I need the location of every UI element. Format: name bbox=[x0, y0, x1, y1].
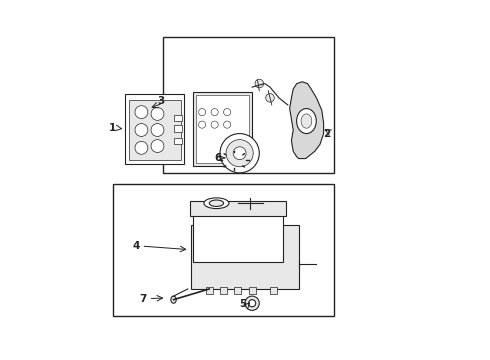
Bar bbox=[248, 287, 256, 294]
Circle shape bbox=[198, 121, 206, 128]
Circle shape bbox=[211, 109, 218, 116]
Circle shape bbox=[198, 109, 206, 116]
Bar bbox=[173, 114, 182, 121]
Circle shape bbox=[223, 109, 231, 116]
Bar bbox=[173, 138, 182, 144]
Circle shape bbox=[266, 94, 274, 102]
Circle shape bbox=[211, 121, 218, 128]
Ellipse shape bbox=[209, 200, 223, 206]
Text: 4: 4 bbox=[132, 241, 140, 251]
Circle shape bbox=[135, 106, 148, 118]
Circle shape bbox=[223, 121, 231, 128]
Bar bbox=[193, 93, 252, 166]
Circle shape bbox=[151, 140, 164, 153]
Circle shape bbox=[151, 123, 164, 136]
Text: 7: 7 bbox=[139, 294, 147, 303]
Bar bbox=[192, 225, 298, 289]
Text: 3: 3 bbox=[157, 96, 165, 107]
Bar bbox=[129, 100, 181, 160]
Ellipse shape bbox=[245, 296, 259, 310]
Bar bbox=[234, 287, 242, 294]
Text: 6: 6 bbox=[215, 153, 222, 163]
Ellipse shape bbox=[222, 152, 247, 168]
Text: 5: 5 bbox=[240, 299, 247, 309]
Ellipse shape bbox=[296, 109, 316, 134]
Ellipse shape bbox=[301, 114, 312, 128]
Bar bbox=[206, 287, 213, 294]
PathPatch shape bbox=[290, 82, 323, 158]
Bar bbox=[193, 205, 283, 262]
Circle shape bbox=[135, 123, 148, 136]
Ellipse shape bbox=[248, 300, 256, 307]
Bar bbox=[270, 287, 277, 294]
Bar bbox=[220, 287, 227, 294]
Circle shape bbox=[255, 79, 264, 88]
Ellipse shape bbox=[227, 156, 242, 165]
Circle shape bbox=[151, 108, 164, 120]
Bar bbox=[125, 94, 184, 164]
Bar bbox=[196, 95, 249, 163]
Bar bbox=[173, 125, 182, 132]
Circle shape bbox=[226, 140, 253, 167]
Ellipse shape bbox=[204, 198, 229, 208]
Ellipse shape bbox=[171, 296, 176, 303]
Circle shape bbox=[135, 141, 148, 154]
Bar bbox=[190, 202, 286, 216]
Bar bbox=[113, 184, 334, 316]
Text: 1: 1 bbox=[109, 123, 117, 133]
Bar bbox=[163, 37, 334, 173]
Text: 2: 2 bbox=[323, 129, 331, 139]
Circle shape bbox=[233, 147, 246, 159]
Circle shape bbox=[220, 134, 259, 173]
